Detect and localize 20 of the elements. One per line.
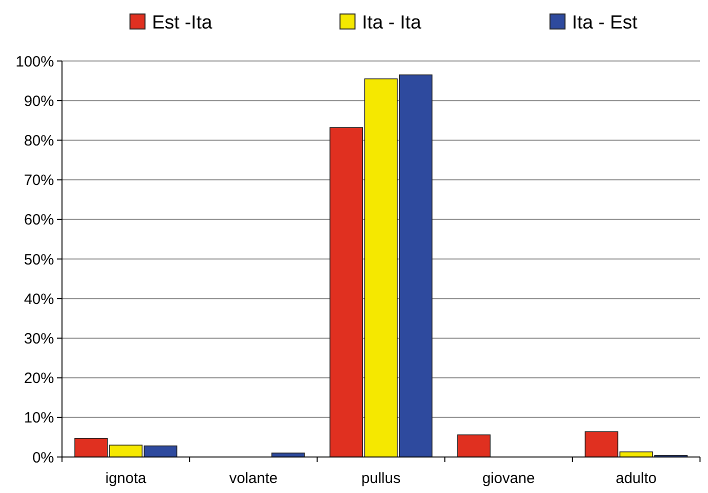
y-tick-label: 40% bbox=[24, 290, 54, 308]
y-tick-label: 70% bbox=[24, 172, 54, 190]
x-tick-label: adulto bbox=[616, 470, 657, 487]
y-tick-label: 60% bbox=[24, 212, 54, 229]
y-tick-label: 90% bbox=[24, 92, 54, 110]
legend-label: Ita - Est bbox=[572, 12, 638, 34]
y-tick-label: 50% bbox=[24, 251, 54, 268]
y-tick-label: 20% bbox=[24, 370, 54, 388]
y-tick-label: 10% bbox=[24, 410, 54, 427]
x-tick-label: volante bbox=[229, 470, 278, 487]
x-tick-label: ignota bbox=[105, 470, 147, 487]
y-tick-label: 30% bbox=[24, 330, 54, 348]
y-tick-label: 80% bbox=[24, 132, 54, 150]
y-tick-label: 0% bbox=[32, 449, 54, 466]
bar bbox=[457, 434, 491, 458]
x-tick-label: giovane bbox=[482, 470, 535, 487]
legend-label: Est -Ita bbox=[152, 12, 213, 34]
legend-label: Ita - Ita bbox=[362, 12, 422, 34]
x-tick-label: pullus bbox=[361, 470, 401, 487]
y-tick-label: 100% bbox=[16, 53, 54, 70]
